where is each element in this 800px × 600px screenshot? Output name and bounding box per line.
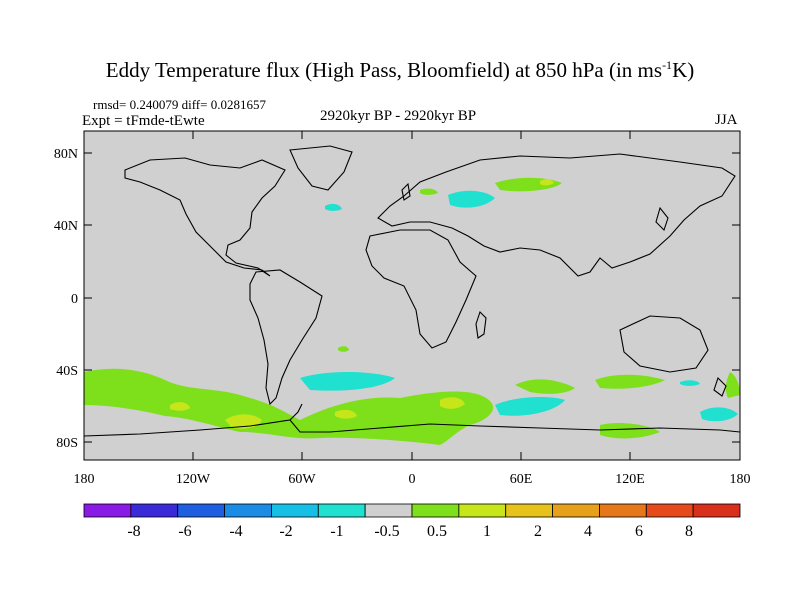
coastline-eurasia [377,153,736,277]
lon-tick-label: 60E [510,472,533,487]
colorbar-label: 2 [534,523,542,540]
coastline-japan [655,206,669,232]
coastline-uk [401,182,411,201]
southern-band-max-3 [170,402,190,411]
colorbar-label: 4 [584,523,592,540]
north-positive-small [420,188,438,195]
colorbar-swatch [645,503,694,518]
colorbar-swatch [692,503,741,518]
colorbar-swatch [364,503,413,518]
southern-band-positive-3 [595,374,665,389]
coastlines [84,145,740,437]
map-panel [83,130,741,461]
lat-tick-label: 0 [71,292,78,307]
plot-title-end: K) [672,58,695,82]
southern-band-positive-4 [725,372,740,398]
lon-tick-label: 60W [288,472,316,487]
colorbar-swatch [552,503,600,518]
eurasia-negative [448,190,495,208]
lon-tick-label: 0 [409,472,416,487]
colorbar-label: -0.5 [374,523,399,540]
south-atlantic-max-2 [335,409,357,419]
coastline-australia [619,315,709,373]
southern-band-positive [84,368,494,445]
colorbar-label: 8 [685,523,693,540]
experiment-label: Expt = tFmde-tEwte [82,113,205,129]
colorbar-swatch [411,503,460,518]
stats-label: rmsd= 0.240079 diff= 0.0281657 [93,97,266,112]
latitude-axis [84,152,740,443]
southwest-pacific-negative [700,407,738,422]
colorbar-swatch [458,503,507,518]
coastline-north-america [124,157,286,277]
lat-tick-label: 80S [56,436,78,451]
lat-tick-label: 80N [54,147,78,162]
latitude-labels: 80N 40N 0 40S 80S [54,147,78,451]
season-label: JJA [715,112,738,128]
longitude-axis [83,131,741,460]
colorbar-swatch [317,503,366,518]
eastern-europe-max [540,179,554,186]
lat-tick-label: 40N [54,219,78,234]
equatorial-positive-small [338,346,349,352]
lon-tick-label: 120E [615,472,645,487]
colorbar-label: -2 [279,523,292,540]
colorbar-labels: -8 -6 -4 -2 -1 -0.5 0.5 1 2 4 6 8 [127,523,693,540]
plot-title: Eddy Temperature flux (High Pass, Bloomf… [0,58,800,83]
colorbar-swatch [271,503,319,518]
colorbar-swatch [505,503,553,518]
south-indian-negative [495,397,565,416]
lon-tick-label: 180 [74,472,95,487]
colorbar-swatch [177,503,225,518]
southern-band-positive-2 [515,379,575,394]
longitude-labels: 180 120W 60W 0 60E 120E 180 [74,472,751,487]
colorbar-label: -1 [330,523,343,540]
colorbar-label: -8 [127,523,140,540]
colorbar-label: 0.5 [427,523,447,540]
plot-title-superscript: -1 [662,58,673,72]
coastline-antarctic-peninsula [289,403,303,421]
coastline-africa [365,229,477,349]
flux-shading [84,177,740,445]
coastline-new-zealand [713,376,727,397]
colorbar-swatch [130,503,179,518]
colorbar-label: 6 [635,523,643,540]
small-negative-1 [680,380,700,386]
colorbar-swatch [599,503,647,518]
lon-tick-label: 180 [730,472,751,487]
period-label: 2920kyr BP - 2920kyr BP [320,108,477,124]
north-atlantic-negative [325,203,342,211]
coastline-antarctica [84,419,740,437]
colorbar-label: -6 [178,523,191,540]
coastline-madagascar [475,310,487,339]
plot-title-main: Eddy Temperature flux (High Pass, Bloomf… [105,58,663,82]
colorbar-label: 1 [483,523,491,540]
colorbar-label: -4 [229,523,242,540]
southern-band-positive-5 [600,422,660,439]
colorbar-swatch [83,503,132,518]
coastline-greenland [289,145,353,191]
south-atlantic-max [440,397,465,409]
lon-tick-label: 120W [176,472,211,487]
lat-tick-label: 40S [56,364,78,379]
colorbar [83,503,741,518]
south-atlantic-negative [300,372,395,391]
colorbar-swatch [224,503,272,518]
coastline-south-america [249,269,323,406]
